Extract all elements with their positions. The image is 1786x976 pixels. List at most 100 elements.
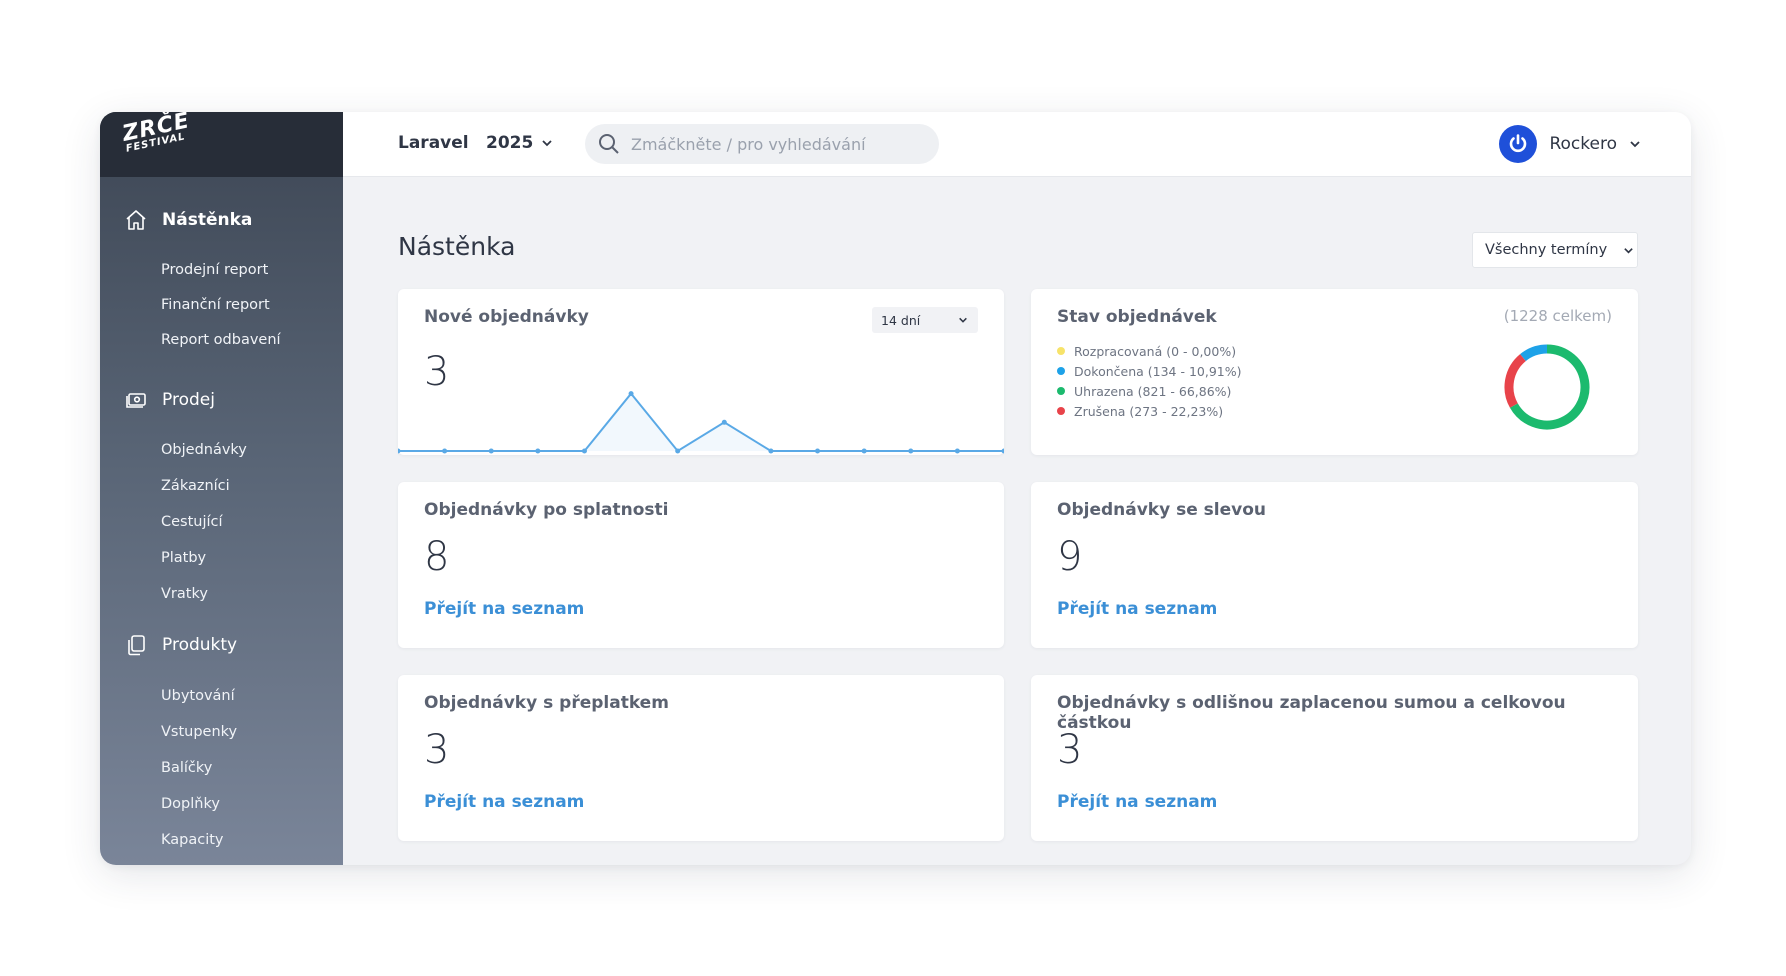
sparkline-point <box>488 448 494 454</box>
sparkline-point <box>675 448 681 454</box>
year-selector[interactable]: 2025 <box>486 133 553 153</box>
sparkline-point <box>815 448 821 454</box>
go-to-list-link[interactable]: Přejít na seznam <box>1057 599 1218 619</box>
sparkline-point <box>442 448 448 454</box>
legend-dot <box>1057 407 1065 415</box>
section-label: Nástěnka <box>162 210 253 230</box>
sparkline-point <box>861 448 867 454</box>
search-input[interactable] <box>631 134 911 154</box>
sparkline-point <box>1001 448 1004 454</box>
legend-label: Zrušena (273 - 22,23%) <box>1074 403 1224 419</box>
sparkline-point <box>398 448 401 454</box>
range-label: 14 dní <box>881 312 921 328</box>
sparkline-point <box>768 448 774 454</box>
card-overpaid-orders: Objednávky s přeplatkem 3 Přejít na sezn… <box>398 675 1004 841</box>
sparkline-point <box>535 448 541 454</box>
card-discount-orders: Objednávky se slevou 9 Přejít na seznam <box>1031 482 1638 648</box>
sidebar-item-sales-report[interactable]: Prodejní report <box>161 262 269 278</box>
card-title: Nové objednávky <box>424 307 589 327</box>
festival-logo: ZRČE FESTIVAL <box>120 112 194 155</box>
card-title: Objednávky se slevou <box>1057 500 1267 520</box>
search-bar[interactable] <box>585 124 939 164</box>
card-value: 9 <box>1057 534 1083 580</box>
donut-slice-uhrazena <box>1509 344 1590 430</box>
sparkline-point <box>954 448 960 454</box>
go-to-list-link[interactable]: Přejít na seznam <box>424 599 585 619</box>
legend-label: Dokončena (134 - 10,91%) <box>1074 363 1242 379</box>
app-window: ZRČE FESTIVAL Nástěnka Prodejní report F… <box>100 112 1691 865</box>
legend-dot <box>1057 367 1065 375</box>
donut-slice-zrušena <box>1504 354 1526 408</box>
card-title: Objednávky s odlišnou zaplacenou sumou a… <box>1057 693 1566 733</box>
term-filter-select[interactable]: Všechny termíny <box>1472 232 1638 268</box>
total-count: (1228 celkem) <box>1503 307 1612 325</box>
sparkline-point <box>581 448 587 454</box>
card-title: Stav objednávek <box>1057 307 1217 327</box>
user-name: Rockero <box>1549 134 1617 154</box>
go-to-list-link[interactable]: Přejít na seznam <box>1057 792 1218 812</box>
card-value: 3 <box>1057 727 1083 773</box>
go-to-list-link[interactable]: Přejít na seznam <box>424 792 585 812</box>
legend-item: Dokončena (134 - 10,91%) <box>1057 361 1242 381</box>
section-label: Prodej <box>162 390 215 410</box>
donut-slice-dokončena <box>1520 344 1548 362</box>
card-value: 3 <box>424 727 450 773</box>
legend-item: Uhrazena (821 - 66,86%) <box>1057 381 1242 401</box>
sparkline-series-line <box>398 392 1004 453</box>
sidebar-item-accommodation[interactable]: Ubytování <box>161 688 235 704</box>
user-menu[interactable]: Rockero <box>1499 125 1641 163</box>
card-value: 8 <box>424 534 450 580</box>
sidebar-item-refunds[interactable]: Vratky <box>161 586 208 602</box>
logo-area[interactable]: ZRČE FESTIVAL <box>100 112 343 177</box>
year-label: 2025 <box>486 133 534 153</box>
sidebar-item-capacities[interactable]: Kapacity <box>161 832 224 848</box>
card-mismatch-orders: Objednávky s odlišnou zaplacenou sumou a… <box>1031 675 1638 841</box>
range-select[interactable]: 14 dní <box>872 307 978 333</box>
orders-sparkline-chart <box>398 391 1004 454</box>
sidebar: ZRČE FESTIVAL Nástěnka Prodejní report F… <box>100 112 343 865</box>
order-status-donut-chart <box>1504 344 1590 430</box>
cash-icon <box>126 393 146 408</box>
card-title: Objednávky po splatnosti <box>424 500 669 520</box>
home-icon <box>126 210 146 230</box>
sidebar-section-products[interactable]: Produkty <box>124 633 237 657</box>
status-legend: Rozpracovaná (0 - 0,00%) Dokončena (134 -… <box>1057 341 1242 421</box>
sidebar-item-payments[interactable]: Platby <box>161 550 207 566</box>
legend-dot <box>1057 387 1065 395</box>
sidebar-item-finance-report[interactable]: Finanční report <box>161 297 270 313</box>
card-order-status: Stav objednávek (1228 celkem) Rozpracova… <box>1031 289 1638 455</box>
legend-item: Zrušena (273 - 22,23%) <box>1057 401 1242 421</box>
legend-dot <box>1057 347 1065 355</box>
page-title: Nástěnka <box>398 232 516 261</box>
top-bar: Laravel 2025 Rockero <box>343 112 1691 177</box>
sidebar-item-tickets[interactable]: Vstupenky <box>161 724 238 740</box>
chevron-down-icon <box>959 317 968 323</box>
sidebar-section-dashboard[interactable]: Nástěnka <box>124 208 252 232</box>
chevron-down-icon <box>542 140 552 147</box>
sparkline-point <box>721 419 727 425</box>
sidebar-section-sales[interactable]: Prodej <box>124 388 215 412</box>
sidebar-item-travelers[interactable]: Cestující <box>161 514 223 530</box>
card-value: 3 <box>424 349 450 395</box>
chevron-down-icon <box>1630 141 1640 148</box>
search-icon <box>599 134 619 154</box>
sidebar-item-orders[interactable]: Objednávky <box>161 442 247 458</box>
card-overdue-orders: Objednávky po splatnosti 8 Přejít na sez… <box>398 482 1004 648</box>
copy-icon <box>128 635 145 656</box>
sidebar-item-checkin-report[interactable]: Report odbavení <box>161 332 281 348</box>
section-label: Produkty <box>162 635 238 655</box>
legend-label: Rozpracovaná (0 - 0,00%) <box>1074 343 1237 359</box>
legend-item: Rozpracovaná (0 - 0,00%) <box>1057 341 1242 361</box>
legend-label: Uhrazena (821 - 66,86%) <box>1074 383 1232 399</box>
sidebar-item-addons[interactable]: Doplňky <box>161 796 220 812</box>
sparkline-area <box>398 393 1004 451</box>
avatar <box>1499 125 1538 163</box>
sidebar-item-packages[interactable]: Balíčky <box>161 760 213 776</box>
chevron-down-icon <box>1624 247 1633 254</box>
sparkline-point <box>908 448 914 454</box>
card-new-orders: Nové objednávky 14 dní 3 <box>398 289 1004 455</box>
power-icon <box>1510 134 1527 153</box>
card-title: Objednávky s přeplatkem <box>424 693 669 713</box>
sidebar-item-customers[interactable]: Zákazníci <box>161 478 230 494</box>
sparkline-point <box>628 391 634 397</box>
